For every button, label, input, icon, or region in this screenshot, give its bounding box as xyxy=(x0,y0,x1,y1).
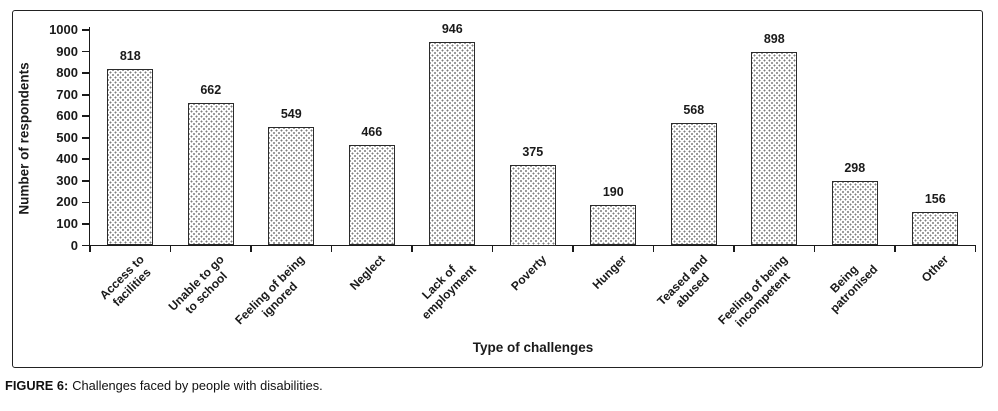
bar-value-label: 298 xyxy=(844,161,866,176)
bar xyxy=(751,51,798,246)
y-axis-tick-label: 0 xyxy=(70,237,78,253)
figure-caption-label: FIGURE 6: xyxy=(5,378,69,393)
y-axis-tick xyxy=(81,223,89,225)
x-axis-tick xyxy=(974,246,977,253)
y-axis-tick xyxy=(81,201,89,204)
y-axis-tick xyxy=(81,115,89,118)
y-axis-tick-label: 100 xyxy=(56,215,78,231)
y-axis-tick xyxy=(81,158,89,161)
figure-caption-text: Challenges faced by people with disabili… xyxy=(72,378,323,393)
bar xyxy=(670,123,717,246)
bar xyxy=(831,181,878,246)
x-axis-tick xyxy=(733,246,735,253)
bar-value-label: 156 xyxy=(924,191,946,206)
x-axis-tick xyxy=(572,246,574,253)
bar xyxy=(509,164,556,246)
bar-value-label: 898 xyxy=(763,31,785,46)
y-axis-tick xyxy=(81,179,89,182)
y-axis-tick xyxy=(81,72,89,74)
x-axis-tick xyxy=(330,246,333,253)
y-axis-tick-label: 200 xyxy=(56,194,78,210)
bar-value-label: 549 xyxy=(280,107,302,122)
bar-value-label: 466 xyxy=(361,125,383,140)
y-axis-tick-label: 1000 xyxy=(49,22,78,37)
bar xyxy=(912,211,959,246)
x-axis-tick xyxy=(652,246,655,253)
x-axis-tick xyxy=(89,246,91,253)
bar xyxy=(268,127,315,246)
bar-value-label: 946 xyxy=(441,21,463,36)
y-axis-tick-label: 700 xyxy=(56,86,78,102)
x-axis-tick xyxy=(411,246,413,253)
bar-value-label: 375 xyxy=(522,144,544,159)
y-axis-tick xyxy=(81,93,89,96)
x-axis-title: Type of challenges xyxy=(472,340,594,355)
bar xyxy=(590,204,637,246)
bar-value-label: 190 xyxy=(602,184,624,199)
y-axis-tick-label: 400 xyxy=(56,151,78,167)
chart-frame xyxy=(12,10,983,368)
bar xyxy=(429,41,476,246)
figure-caption: FIGURE 6: Challenges faced by people with… xyxy=(5,378,323,393)
y-axis-tick xyxy=(81,50,89,53)
y-axis-tick-label: 500 xyxy=(56,129,78,145)
bar-value-label: 818 xyxy=(119,49,141,64)
bar xyxy=(187,102,234,246)
y-axis-line xyxy=(88,27,91,247)
y-axis-tick xyxy=(81,29,89,31)
y-axis-tick-label: 600 xyxy=(56,108,78,124)
y-axis-tick-label: 900 xyxy=(56,43,78,59)
y-axis-tick-label: 300 xyxy=(56,172,78,188)
x-axis-tick xyxy=(894,246,896,253)
x-axis-tick xyxy=(813,246,816,253)
x-axis-tick xyxy=(169,246,172,253)
x-axis-tick xyxy=(250,246,252,253)
bar-value-label: 568 xyxy=(683,103,705,118)
bar-value-label: 662 xyxy=(200,82,222,97)
y-axis-tick xyxy=(81,244,89,247)
x-axis-tick xyxy=(491,246,494,253)
bar xyxy=(107,69,154,246)
bar xyxy=(348,145,395,246)
y-axis-tick xyxy=(81,136,89,139)
y-axis-tick-label: 800 xyxy=(56,65,78,81)
